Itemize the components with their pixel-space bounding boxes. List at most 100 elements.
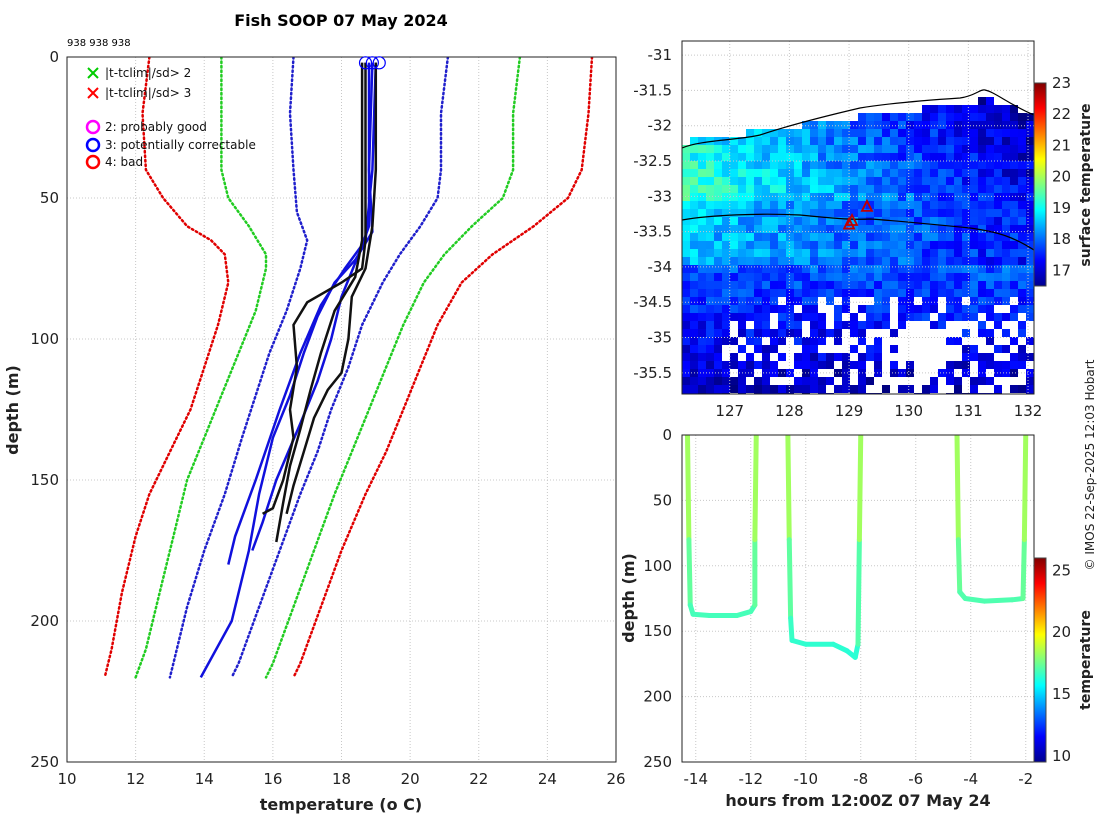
sst-cell [970, 265, 978, 273]
sst-cell [930, 225, 938, 233]
sst-cell [914, 241, 922, 249]
sst-cell [794, 185, 802, 193]
sst-cell [994, 137, 1002, 145]
sst-cell [1010, 369, 1018, 377]
sst-cell [698, 265, 706, 273]
sst-cell [754, 313, 762, 321]
sst-cell [810, 193, 818, 201]
sst-cell [794, 225, 802, 233]
sst-cell [714, 185, 722, 193]
sst-cell [1018, 169, 1026, 177]
sst-cell [722, 361, 730, 369]
sst-cell [882, 177, 890, 185]
sst-cell [722, 225, 730, 233]
sst-cell [706, 337, 714, 345]
sst-cell [1018, 385, 1026, 393]
sst-cell [738, 329, 746, 337]
sst-cell [802, 289, 810, 297]
sst-cell [986, 209, 994, 217]
temp-colorbar-tick-label: 20 [1052, 623, 1071, 641]
sst-cell [698, 241, 706, 249]
sst-cell [874, 313, 882, 321]
sst-cell [954, 289, 962, 297]
sst-cell [1018, 289, 1026, 297]
sst-cell [850, 161, 858, 169]
sst-cell [890, 225, 898, 233]
sst-cell [818, 265, 826, 273]
sst-cell [906, 305, 914, 313]
profile-title: Fish SOOP 07 May 2024 [234, 11, 448, 30]
sst-cell [970, 161, 978, 169]
sst-cell [914, 249, 922, 257]
sst-cell [938, 313, 946, 321]
sst-cell [842, 297, 850, 305]
sst-cell [866, 377, 874, 385]
sst-cell [770, 137, 778, 145]
profile-lines [103, 57, 594, 679]
sst-cell [770, 217, 778, 225]
sst-cell [938, 121, 946, 129]
sst-cell [698, 385, 706, 393]
sst-cell [874, 233, 882, 241]
sst-cell [986, 145, 994, 153]
sst-cell [1002, 201, 1010, 209]
cast-segment [962, 596, 987, 604]
sst-cell [930, 257, 938, 265]
sst-cell [810, 217, 818, 225]
sst-cell [746, 145, 754, 153]
sst-cell [818, 249, 826, 257]
sst-cell [970, 129, 978, 137]
sst-cell [994, 345, 1002, 353]
sst-cell [906, 153, 914, 161]
sst-cell [706, 273, 714, 281]
sst-cell [762, 321, 770, 329]
sst-cell [850, 201, 858, 209]
sst-cell [826, 249, 834, 257]
sst-cell [1010, 273, 1018, 281]
sst-cell [722, 377, 730, 385]
sst-cell [890, 209, 898, 217]
sst-cell [802, 249, 810, 257]
sst-cell [1026, 281, 1034, 289]
sst-cell [850, 361, 858, 369]
sst-cell [818, 321, 826, 329]
time-depth-ytick-label: 50 [653, 491, 672, 509]
sst-cell [810, 161, 818, 169]
sst-cell [914, 313, 922, 321]
sst-cell [954, 257, 962, 265]
cast-segment [690, 611, 712, 619]
sst-cell [874, 201, 882, 209]
sst-cell [882, 305, 890, 313]
sst-cell [778, 153, 786, 161]
sst-cell [754, 201, 762, 209]
sst-cell [794, 361, 802, 369]
sst-cell [1010, 161, 1018, 169]
sst-cell [714, 353, 722, 361]
sst-cell [738, 361, 746, 369]
time-depth-xtick-label: -10 [794, 770, 819, 788]
sst-cell [802, 137, 810, 145]
sst-cell [1026, 137, 1034, 145]
sst-cell [882, 289, 890, 297]
sst-cell [762, 265, 770, 273]
sst-cell [826, 257, 834, 265]
sst-cell [730, 265, 738, 273]
sst-cell [906, 249, 914, 257]
sst-cell [818, 129, 826, 137]
sst-cell [834, 233, 842, 241]
sst-cell [866, 113, 874, 121]
sst-colorbar [1033, 82, 1047, 287]
sst-cell [722, 193, 730, 201]
sst-cell [746, 361, 754, 369]
sst-cell [834, 201, 842, 209]
sst-cell [842, 241, 850, 249]
sst-cell [986, 257, 994, 265]
sst-cell [850, 217, 858, 225]
sst-cell [954, 249, 962, 257]
sst-cell [738, 321, 746, 329]
legend-label: 4: bad [105, 155, 143, 169]
sst-cell [978, 297, 986, 305]
sst-cell [866, 321, 874, 329]
sst-cell [682, 329, 690, 337]
